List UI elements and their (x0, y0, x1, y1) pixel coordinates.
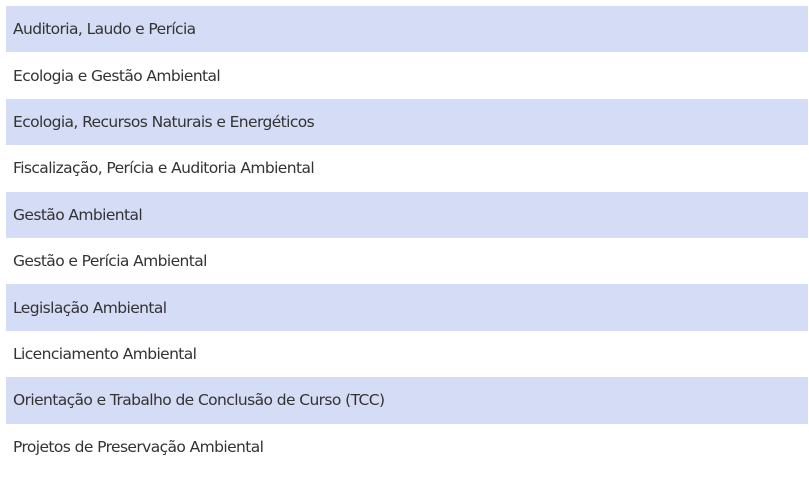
list-item[interactable]: Gestão e Perícia Ambiental (6, 237, 808, 285)
list-item[interactable]: Fiscalização, Perícia e Auditoria Ambien… (6, 145, 808, 192)
list-item[interactable]: Licenciamento Ambiental (6, 330, 808, 378)
list-item[interactable]: Gestão Ambiental (6, 191, 808, 238)
list-item[interactable]: Legislação Ambiental (6, 284, 808, 331)
list-item[interactable]: Ecologia, Recursos Naturais e Energético… (6, 98, 808, 146)
list-item[interactable]: Auditoria, Laudo e Perícia (6, 6, 808, 53)
list-item[interactable]: Ecologia e Gestão Ambiental (6, 52, 808, 99)
list-item[interactable]: Orientação e Trabalho de Conclusão de Cu… (6, 377, 808, 424)
subject-list: Auditoria, Laudo e Perícia Ecologia e Ge… (6, 6, 808, 470)
list-item[interactable]: Projetos de Preservação Ambiental (6, 423, 808, 470)
